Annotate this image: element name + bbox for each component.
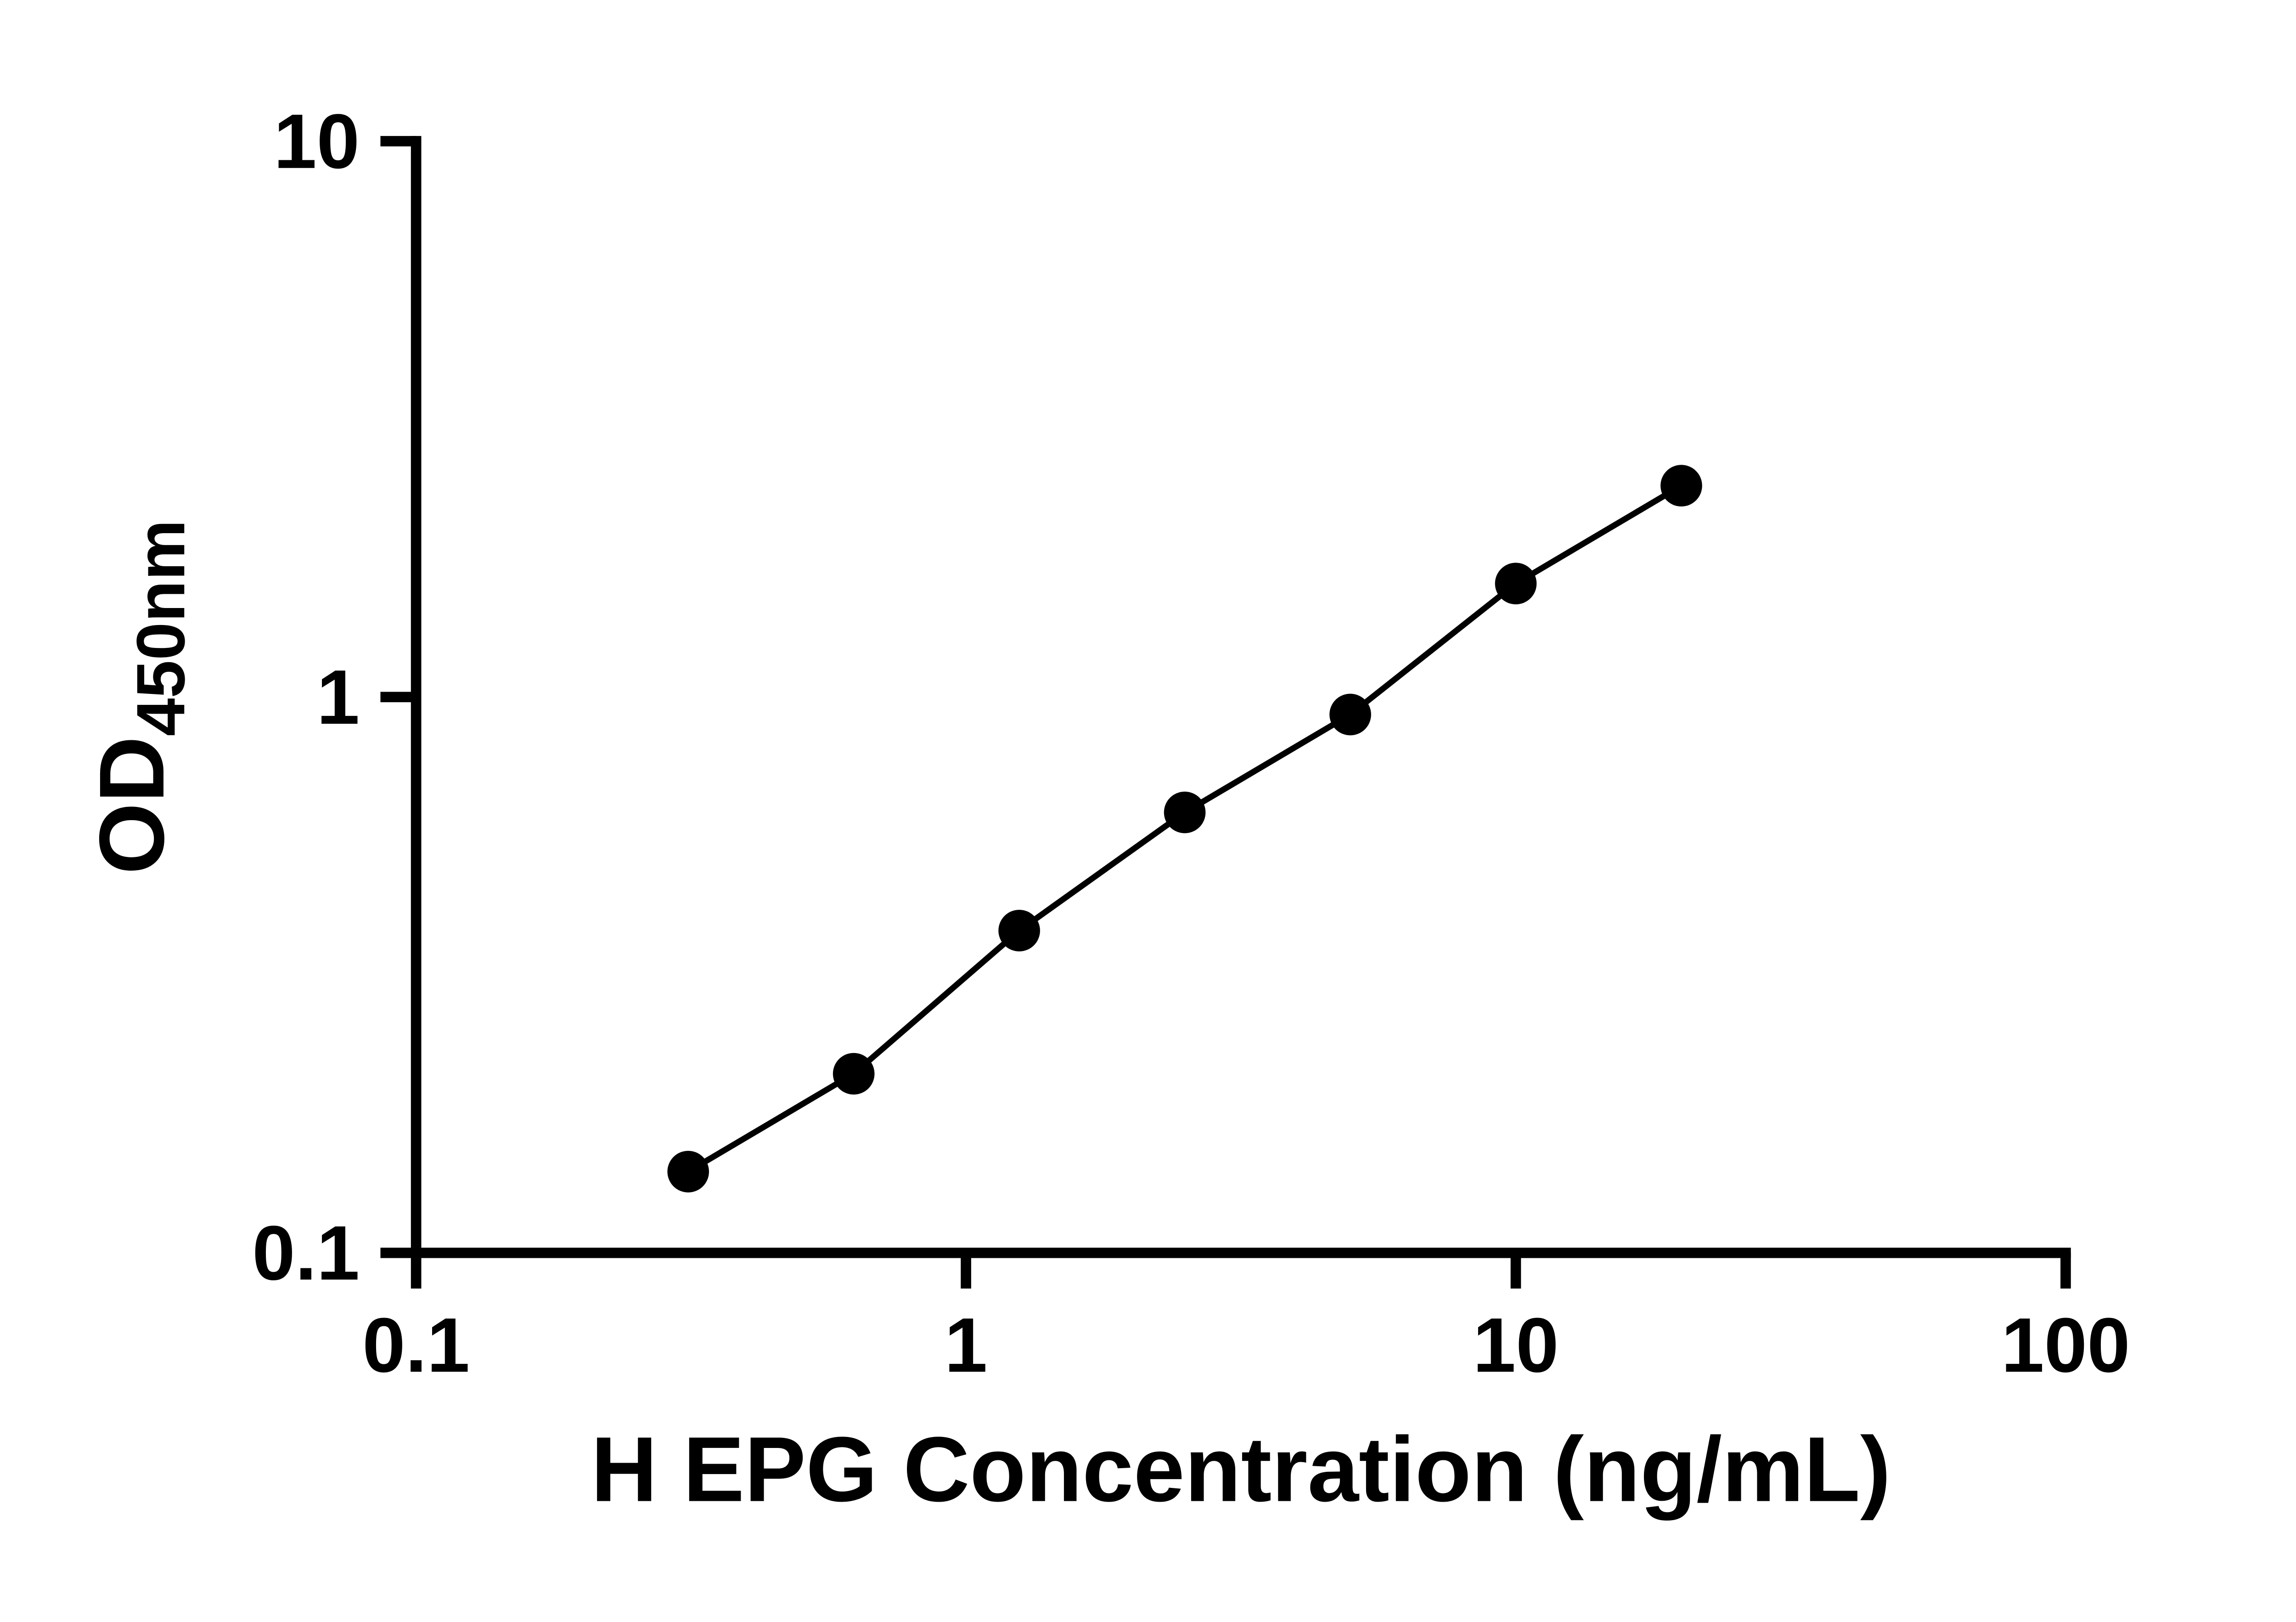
y-axis-title: OD450nm: [80, 520, 199, 875]
data-point: [1495, 563, 1537, 605]
y-axis-title-main: OD: [80, 736, 183, 874]
x-tick-label: 1: [945, 1302, 988, 1388]
data-point: [1164, 791, 1206, 834]
y-tick-label: 0.1: [252, 1210, 360, 1296]
x-axis-title: H EPG Concentration (ng/mL): [591, 1418, 1891, 1521]
data-point: [833, 1053, 875, 1095]
x-tick-label: 100: [2001, 1302, 2130, 1388]
x-tick-label: 10: [1473, 1302, 1559, 1388]
data-point: [1660, 465, 1702, 507]
data-point: [1329, 693, 1371, 736]
y-tick-label: 1: [317, 654, 360, 740]
data-point: [998, 910, 1040, 952]
y-tick-label: 10: [274, 98, 360, 185]
y-axis-title-subscript: 450nm: [122, 520, 199, 737]
x-tick-label: 0.1: [362, 1302, 470, 1388]
data-point: [667, 1150, 709, 1193]
